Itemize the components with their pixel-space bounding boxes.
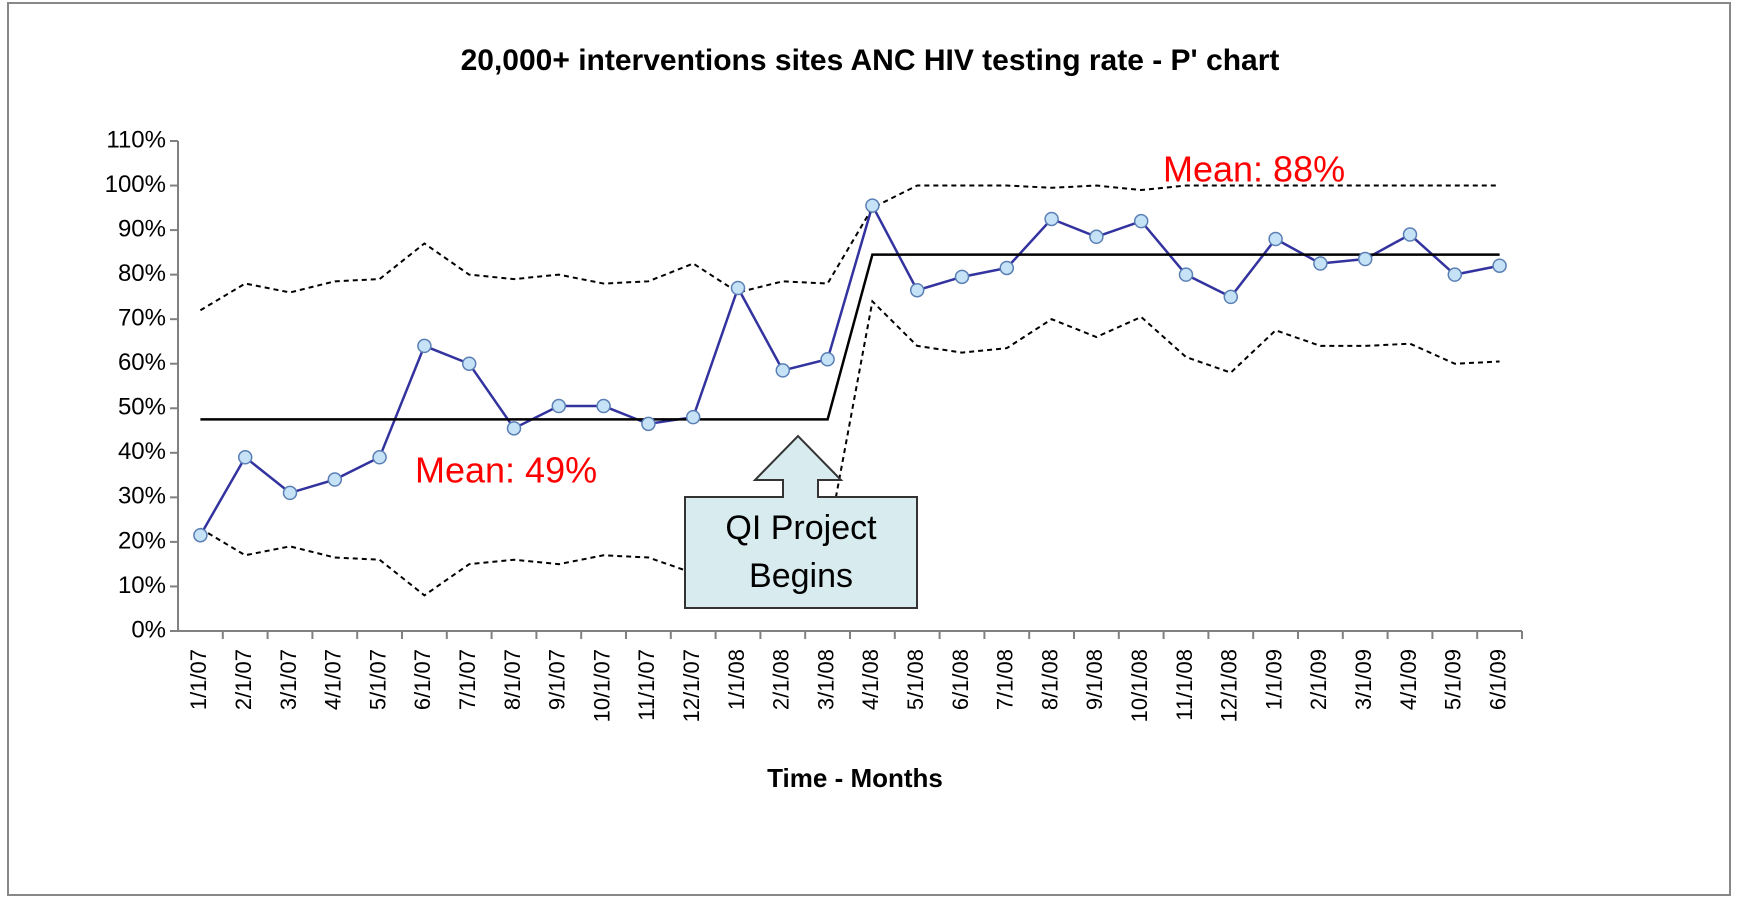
data-point [685, 409, 701, 425]
x-tick-label: 5/1/09 [1441, 649, 1466, 710]
x-tick-label: 4/1/07 [321, 649, 346, 710]
series-line [199, 299, 1500, 597]
x-axis-label: Time - Months [767, 763, 943, 793]
x-tick-label: 3/1/09 [1351, 649, 1376, 710]
series-line [200, 253, 1500, 421]
data-point [506, 421, 522, 436]
data-point [372, 450, 387, 465]
data-point [775, 363, 791, 378]
x-tick-label: 9/1/08 [1082, 649, 1107, 710]
x-tick-label: 7/1/08 [993, 649, 1018, 710]
data-point [1133, 213, 1149, 229]
x-tick-label: 6/1/07 [410, 649, 435, 710]
chart-border [7, 2, 1731, 896]
data-point [551, 398, 567, 414]
data-point [282, 485, 298, 501]
y-tick-label: 90% [118, 215, 166, 242]
x-tick-label: 8/1/07 [500, 649, 525, 710]
x-tick-label: 1/1/08 [724, 649, 749, 710]
x-tick-label: 5/1/08 [903, 649, 928, 710]
y-tick-label: 80% [118, 260, 166, 287]
x-tick-label: 10/1/08 [1127, 649, 1152, 722]
x-tick-label: 8/1/08 [1037, 649, 1062, 710]
data-point [1447, 267, 1463, 282]
x-tick-label: 2/1/08 [769, 649, 794, 710]
chart-title: 20,000+ interventions sites ANC HIV test… [461, 44, 1280, 77]
x-tick-label: 9/1/07 [545, 649, 570, 710]
data-point [327, 472, 343, 487]
y-tick-label: 30% [118, 483, 166, 510]
data-point [237, 450, 253, 465]
y-tick-label: 50% [118, 394, 166, 421]
data-point [1492, 258, 1507, 273]
x-tick-label: 4/1/09 [1396, 649, 1421, 710]
data-point [641, 416, 656, 432]
data-point [1044, 211, 1059, 227]
y-tick-label: 0% [131, 616, 166, 643]
x-tick-label: 2/1/07 [231, 649, 256, 710]
series-line [199, 202, 1500, 536]
x-tick-label: 11/1/08 [1172, 649, 1197, 721]
y-tick-label: 70% [118, 305, 166, 332]
data-point [1223, 289, 1239, 305]
x-tick-label: 2/1/09 [1306, 649, 1331, 710]
x-tick-label: 11/1/07 [634, 649, 659, 721]
data-point [1268, 231, 1283, 247]
y-tick-label: 40% [118, 438, 166, 465]
y-tick-label: 20% [118, 527, 166, 554]
x-tick-label: 12/1/07 [679, 649, 704, 722]
x-tick-label: 7/1/07 [455, 649, 480, 710]
x-tick-label: 1/1/09 [1261, 649, 1286, 710]
annotation: Mean: 88% [1163, 149, 1345, 190]
data-point [865, 198, 880, 213]
x-tick-label: 5/1/07 [365, 649, 390, 710]
data-point [193, 527, 208, 543]
plot-area: 0% 10% 20% 30% 40% 50% 60% 70% 80% 90% 100% 110% 1/1… [105, 126, 1523, 722]
y-tick-label: 60% [118, 349, 166, 376]
y-tick-label: 100% [105, 171, 166, 198]
data-point [1178, 267, 1194, 282]
x-tick-label: 4/1/08 [858, 649, 883, 710]
x-tick-label: 3/1/08 [813, 649, 838, 710]
callout-box [684, 434, 918, 609]
x-tick-label: 6/1/08 [948, 649, 973, 710]
x-tick-label: 6/1/09 [1485, 649, 1510, 710]
annotations: Mean: 49% Mean: 88% QI Project Begins [415, 149, 1345, 609]
y-tick-label: 10% [118, 572, 166, 599]
annotation: QI Project [725, 509, 877, 547]
data-point [461, 356, 477, 371]
data-point [999, 260, 1015, 276]
data-point [1402, 227, 1418, 242]
data-point [417, 338, 432, 354]
annotation: Mean: 49% [415, 450, 597, 491]
data-point [820, 352, 835, 367]
series-line [199, 184, 1500, 312]
x-tick-label: 12/1/08 [1217, 649, 1242, 722]
data-point [954, 269, 970, 285]
data-point [909, 282, 925, 298]
annotation: Begins [749, 557, 853, 595]
x-tick-label: 3/1/07 [276, 649, 301, 710]
x-tick-label: 1/1/07 [186, 649, 211, 710]
data-point [730, 280, 746, 296]
data-point [1089, 229, 1104, 245]
data-point [1313, 256, 1328, 271]
data-point [596, 398, 611, 414]
y-tick-label: 110% [106, 126, 166, 153]
data-point [1357, 251, 1373, 267]
x-tick-label: 10/1/07 [589, 649, 614, 722]
